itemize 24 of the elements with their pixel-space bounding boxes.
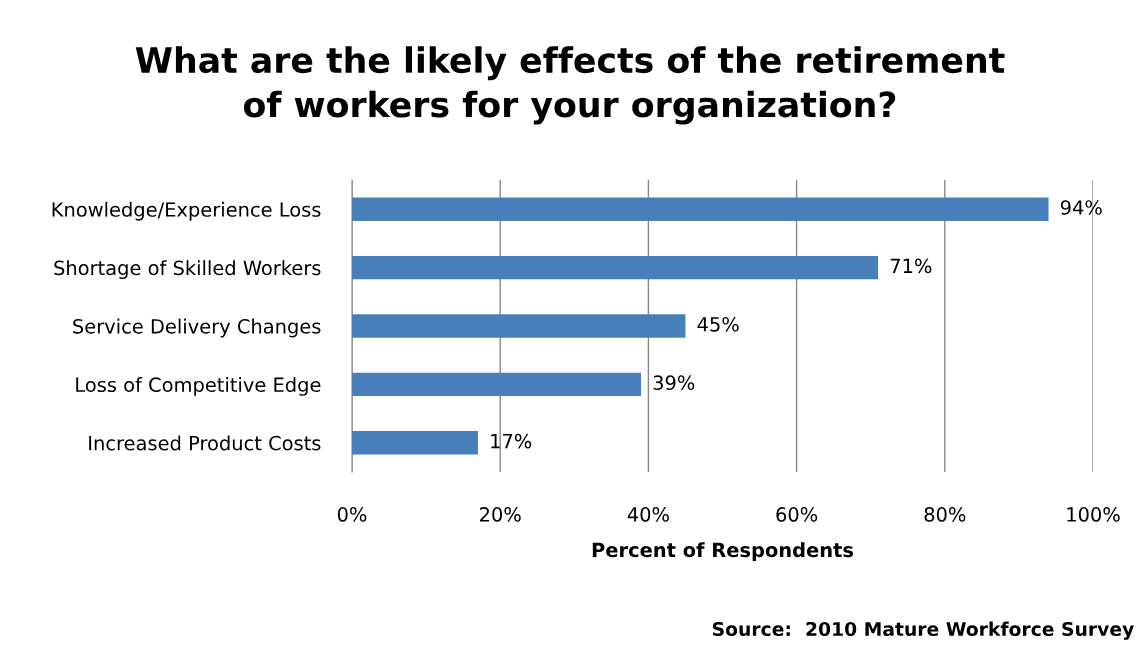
data-label: 71% [890, 258, 932, 274]
data-label: 45% [697, 316, 739, 332]
y-tick-label: Shortage of Skilled Workers [54, 260, 321, 280]
x-tick-label: 20% [480, 507, 521, 522]
bar [352, 255, 879, 280]
x-tick-label: 0% [337, 507, 367, 522]
x-tick-label: 60% [776, 507, 818, 522]
data-label: 94% [1060, 200, 1102, 215]
x-axis-title: Percent of Respondents [592, 542, 854, 562]
x-tick-label: 80% [924, 507, 966, 522]
bar [352, 431, 478, 455]
chart-title: What are the likely effects of the retirement of workers for your organization? [135, 46, 1005, 125]
y-tick-label: Increased Product Costs [89, 435, 321, 451]
source-note: Source: 2010 Mature Workforce Survey [712, 621, 1134, 640]
x-tick-label: 100% [1067, 507, 1120, 522]
bar [352, 197, 1049, 221]
bar [352, 314, 686, 338]
y-tick-label: Service Delivery Changes [73, 318, 321, 338]
y-tick-label: Knowledge/Experience Loss [52, 201, 321, 221]
data-label: 17% [491, 433, 532, 449]
x-tick-label: 40% [627, 507, 669, 522]
data-label: 39% [653, 375, 695, 391]
bar [352, 372, 641, 397]
y-tick-label: Loss of Competitive Edge [76, 377, 321, 396]
